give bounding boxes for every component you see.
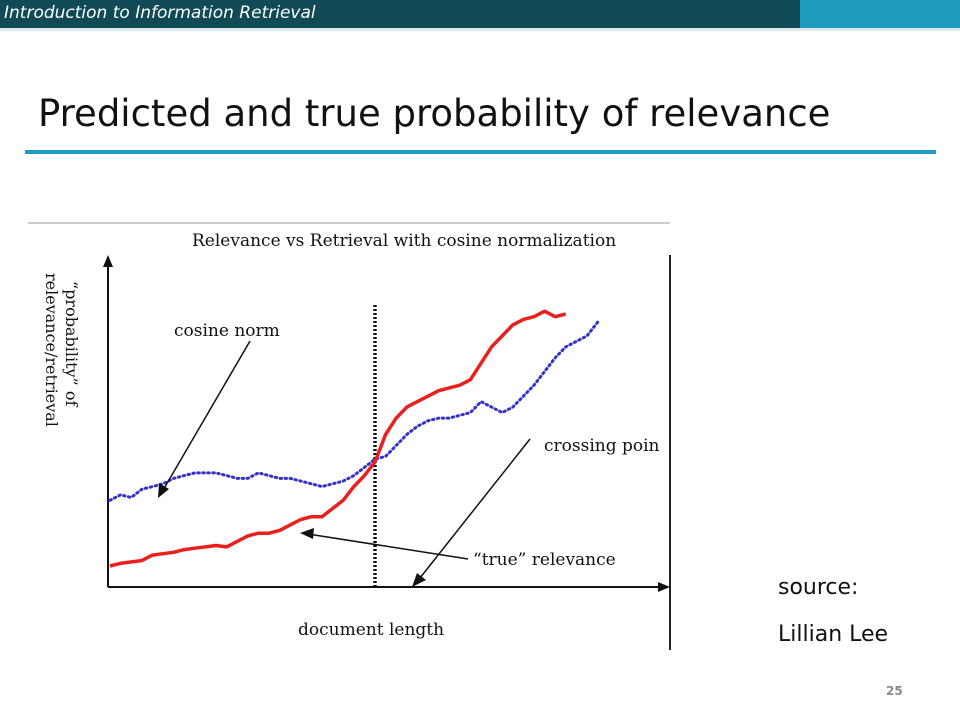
slide-title: Predicted and true probability of releva… <box>38 92 831 135</box>
cosine-norm-arrow <box>161 340 251 493</box>
y-axis-label-line2: relevance/retrieval <box>42 273 61 427</box>
x-axis-label: document length <box>298 620 444 640</box>
source-label: source: <box>778 575 859 600</box>
cosine-norm-arrowhead <box>158 483 169 498</box>
crossing-point-annotation: crossing poin <box>544 436 660 456</box>
true-relevance-annotation: “true” relevance <box>473 550 616 570</box>
crossing-point-arrow <box>415 438 531 584</box>
relevance-chart: Relevance vs Retrieval with cosine norma… <box>28 222 671 650</box>
crossing-point-arrowhead <box>412 573 426 587</box>
y-axis-arrowhead <box>103 255 113 267</box>
title-rule <box>25 150 936 154</box>
true-relevance-series-line <box>109 309 567 568</box>
chart-title: Relevance vs Retrieval with cosine norma… <box>192 231 616 251</box>
cosine-norm-series-line <box>108 320 600 502</box>
y-axis-label-line1: “probability” of <box>62 281 81 407</box>
header-accent-block <box>800 0 960 28</box>
true-relevance-arrowhead <box>300 528 314 539</box>
header-underline <box>0 28 960 31</box>
course-header-bar: Introduction to Information Retrieval <box>0 0 800 28</box>
page-number: 25 <box>886 684 903 698</box>
true-relevance-arrow <box>307 533 469 560</box>
source-name: Lillian Lee <box>778 622 889 647</box>
cosine-norm-annotation: cosine norm <box>174 321 280 341</box>
x-axis-arrowhead <box>658 582 670 592</box>
course-title: Introduction to Information Retrieval <box>4 3 316 23</box>
figure-panel: Relevance vs Retrieval with cosine norma… <box>28 215 678 655</box>
